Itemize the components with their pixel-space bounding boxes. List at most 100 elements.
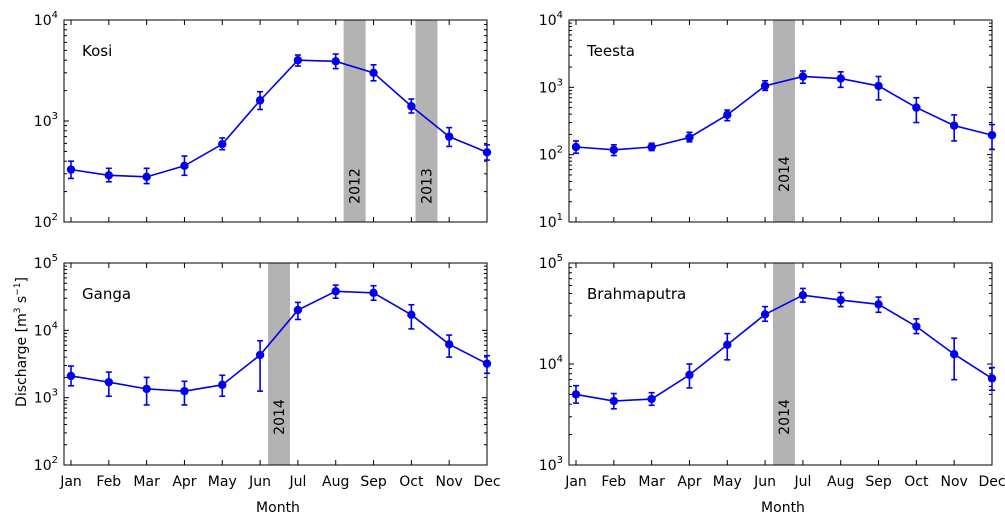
- data-point-feb: [609, 396, 619, 406]
- data-point-jun: [255, 96, 265, 105]
- data-point-sep: [369, 68, 378, 78]
- x-tick-label-aug: Aug: [827, 474, 854, 490]
- data-point-jan: [66, 371, 76, 381]
- x-tick-label-jan: Jan: [59, 474, 82, 490]
- data-point-dec: [482, 148, 492, 157]
- y-tick-label: 104: [34, 320, 58, 339]
- y-tick-label: 105: [539, 253, 563, 272]
- data-point-apr: [180, 386, 189, 396]
- data-point-jun: [760, 310, 770, 319]
- band-label-2014: 2014: [777, 399, 793, 435]
- data-point-feb: [104, 171, 114, 180]
- data-point-may: [218, 380, 227, 390]
- data-point-mar: [142, 384, 151, 394]
- x-tick-label-jul: Jul: [793, 474, 811, 490]
- panel-title-brahmaputra: Brahmaputra: [587, 285, 686, 303]
- data-point-jul: [798, 290, 808, 300]
- x-tick-label-sep: Sep: [360, 474, 387, 490]
- x-tick-label-jun: Jun: [753, 474, 776, 490]
- series-line: [575, 294, 993, 402]
- data-point-feb: [609, 145, 619, 155]
- panel-title-teesta: Teesta: [586, 42, 635, 60]
- data-point-oct: [912, 103, 921, 112]
- y-tick-label: 103: [34, 111, 58, 130]
- data-point-oct: [407, 102, 416, 111]
- data-point-jan: [66, 165, 76, 174]
- series-line: [70, 59, 488, 178]
- band-label-2012: 2012: [348, 168, 364, 204]
- x-axis-label-right: Month: [761, 500, 805, 516]
- data-point-jun: [255, 350, 265, 360]
- panel-ganga: 102 103 104 105 Jan Feb Mar Apr May Jun Jul Aug Sep O…: [34, 253, 501, 490]
- panel-kosi: 102 103 104 2012 2013 Kosi: [34, 10, 492, 231]
- x-tick-label-sep: Sep: [865, 474, 892, 490]
- data-point-nov: [949, 350, 959, 359]
- x-axis-label-left: Month: [256, 500, 300, 516]
- x-tick-label-nov: Nov: [436, 474, 463, 490]
- data-point-mar: [647, 142, 656, 152]
- x-tick-label-nov: Nov: [941, 474, 968, 490]
- x-tick-label-dec: Dec: [473, 474, 500, 490]
- band-label-2013: 2013: [419, 168, 435, 204]
- data-point-sep: [369, 288, 378, 298]
- event-band-2014: [773, 20, 795, 222]
- y-tick-label: 104: [539, 10, 563, 29]
- panel-title-ganga: Ganga: [82, 285, 131, 303]
- y-tick-label: 104: [539, 354, 563, 373]
- data-point-aug: [331, 57, 340, 66]
- panel-brahmaputra: 103 104 105 Jan Feb Mar Apr May Jun Jul Aug Sep Oct N…: [539, 253, 1005, 490]
- x-tick-label-may: May: [208, 474, 237, 490]
- panel-title-kosi: Kosi: [82, 42, 112, 60]
- y-tick-label: 105: [34, 253, 58, 272]
- y-tick-label: 102: [34, 212, 58, 231]
- band-label-2014: 2014: [272, 399, 288, 435]
- band-label-2014: 2014: [777, 156, 793, 192]
- data-point-apr: [685, 370, 694, 380]
- data-point-feb: [104, 377, 114, 387]
- series-line: [575, 75, 993, 151]
- y-tick-label: 103: [34, 388, 58, 407]
- x-tick-label-feb: Feb: [601, 474, 626, 490]
- panel-teesta: 101 102 103 104 2014 Teesta: [539, 10, 997, 231]
- y-tick-label: 102: [34, 455, 58, 474]
- data-point-aug: [836, 74, 845, 83]
- y-tick-label: 101: [539, 212, 563, 231]
- data-point-may: [723, 340, 732, 349]
- data-point-apr: [180, 161, 189, 171]
- data-point-aug: [836, 295, 845, 305]
- data-point-aug: [331, 287, 340, 296]
- x-tick-label-oct: Oct: [904, 474, 929, 490]
- series-line: [70, 290, 488, 392]
- data-point-jul: [293, 305, 303, 315]
- x-tick-label-aug: Aug: [322, 474, 349, 490]
- data-point-jan: [571, 142, 581, 152]
- y-tick-label: 103: [539, 455, 563, 474]
- data-point-jun: [760, 81, 770, 91]
- data-point-may: [218, 139, 227, 149]
- x-tick-label-apr: Apr: [172, 474, 196, 490]
- y-tick-label: 104: [34, 10, 58, 29]
- data-point-nov: [949, 121, 959, 130]
- event-band-2013: [415, 20, 438, 222]
- data-point-mar: [142, 172, 151, 182]
- data-point-dec: [987, 374, 997, 383]
- x-tick-label-oct: Oct: [399, 474, 424, 490]
- x-tick-label-mar: Mar: [133, 474, 160, 490]
- x-tick-label-jun: Jun: [248, 474, 271, 490]
- data-point-nov: [444, 340, 454, 349]
- event-band-2012: [343, 20, 366, 222]
- y-axis-label: Discharge [m3 s−1]: [13, 277, 30, 407]
- x-tick-label-mar: Mar: [638, 474, 665, 490]
- data-point-mar: [647, 394, 656, 404]
- data-point-apr: [685, 133, 694, 142]
- data-point-jan: [571, 390, 581, 399]
- event-band-2014: [773, 263, 795, 465]
- y-tick-label: 103: [539, 77, 563, 96]
- x-tick-label-jan: Jan: [564, 474, 587, 490]
- data-point-sep: [874, 81, 883, 91]
- data-point-oct: [407, 310, 416, 320]
- data-point-oct: [912, 322, 921, 331]
- data-point-jul: [798, 72, 808, 81]
- data-point-jul: [293, 55, 303, 65]
